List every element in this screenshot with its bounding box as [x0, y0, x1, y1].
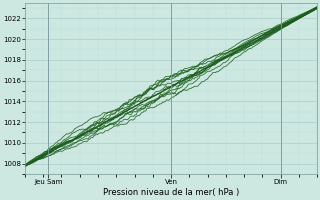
- X-axis label: Pression niveau de la mer( hPa ): Pression niveau de la mer( hPa ): [103, 188, 239, 197]
